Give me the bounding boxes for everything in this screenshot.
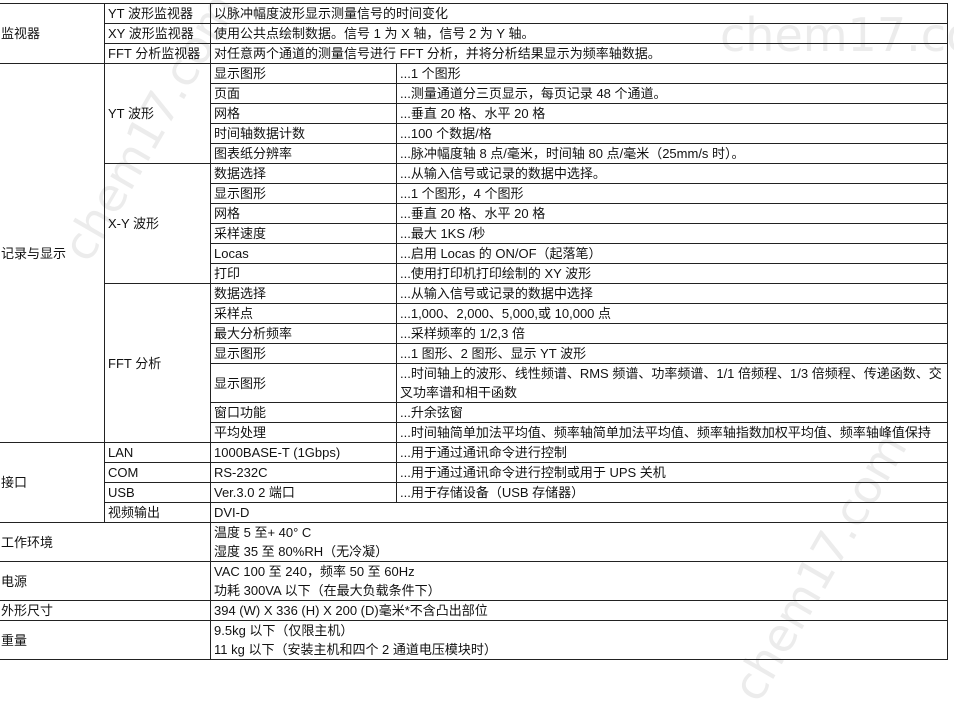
spec-value: 394 (W) X 336 (H) X 200 (D)毫米*不含凸出部位 [210, 600, 948, 621]
item-value: ...从输入信号或记录的数据中选择。 [396, 163, 948, 184]
item-label: 打印 [210, 263, 397, 284]
interface-name: COM [104, 462, 211, 483]
item-label: 采样速度 [210, 223, 397, 244]
item-value: ...100 个数据/格 [396, 123, 948, 144]
record-row: Locas ...启用 Locas 的 ON/OF（起落笔） [0, 243, 948, 264]
item-value: ...时间轴简单加法平均值、频率轴简单加法平均值、频率轴指数加权平均值、频率轴峰… [396, 422, 948, 443]
group-label: YT 波形 [104, 63, 211, 164]
spec-table: 监视器 YT 波形监视器 以脉冲幅度波形显示测量信号的时间变化 XY 波形监视器 使用公… [0, 3, 948, 660]
record-row: 网格 ...垂直 20 格、水平 20 格 [0, 103, 948, 124]
spec-row: 电源 VAC 100 至 240，频率 50 至 60Hz 功耗 300VA 以下（… [0, 561, 948, 601]
interface-spec: Ver.3.0 2 端口 [210, 482, 397, 503]
spec-line: 温度 5 至+ 40° C [214, 525, 312, 540]
item-value: ...1 图形、2 图形、显示 YT 波形 [396, 343, 948, 364]
item-value: ...测量通道分三页显示，每页记录 48 个通道。 [396, 83, 948, 104]
item-label: 显示图形 [210, 63, 397, 84]
record-row: 时间轴数据计数 ...100 个数据/格 [0, 123, 948, 144]
interface-name: 视频输出 [104, 502, 211, 523]
monitor-name: XY 波形监视器 [104, 23, 211, 44]
monitor-row: XY 波形监视器 使用公共点绘制数据。信号 1 为 X 轴，信号 2 为 Y 轴。 [0, 23, 948, 44]
record-row: 采样点 ...1,000、2,000、5,000,或 10,000 点 [0, 303, 948, 324]
interface-spec: DVI-D [210, 502, 948, 523]
item-value: ...最大 1KS /秒 [396, 223, 948, 244]
interface-row: COM RS-232C ...用于通过通讯命令进行控制或用于 UPS 关机 [0, 462, 948, 483]
monitor-desc: 使用公共点绘制数据。信号 1 为 X 轴，信号 2 为 Y 轴。 [210, 23, 948, 44]
monitor-row: FFT 分析监视器 对任意两个通道的测量信号进行 FFT 分析，并将分析结果显示为… [0, 43, 948, 64]
spec-row: 重量 9.5kg 以下（仅限主机） 11 kg 以下（安装主机和四个 2 通道电压模… [0, 620, 948, 660]
interface-desc: ...用于通过通讯命令进行控制或用于 UPS 关机 [396, 462, 948, 483]
item-value: ...采样频率的 1/2,3 倍 [396, 323, 948, 344]
item-value: ...时间轴上的波形、线性频谱、RMS 频谱、功率频谱、1/1 倍频程、1/3 … [396, 363, 948, 403]
section-label: 重量 [0, 620, 211, 660]
item-label: 平均处理 [210, 422, 397, 443]
spec-row: 工作环境 温度 5 至+ 40° C 湿度 35 至 80%RH（无冷凝） [0, 522, 948, 562]
monitor-desc: 对任意两个通道的测量信号进行 FFT 分析，并将分析结果显示为频率轴数据。 [210, 43, 948, 64]
record-row: 显示图形 ...1 图形、2 图形、显示 YT 波形 [0, 343, 948, 364]
section-label: 接口 [0, 442, 105, 523]
section-label: 工作环境 [0, 522, 211, 562]
item-value: ...使用打印机打印绘制的 XY 波形 [396, 263, 948, 284]
item-label: 最大分析频率 [210, 323, 397, 344]
item-label: 网格 [210, 203, 397, 224]
spec-value: VAC 100 至 240，频率 50 至 60Hz 功耗 300VA 以下（在最… [210, 561, 948, 601]
monitor-name: YT 波形监视器 [104, 3, 211, 24]
spec-line: VAC 100 至 240，频率 50 至 60Hz [214, 564, 415, 579]
spec-line: 湿度 35 至 80%RH（无冷凝） [214, 544, 389, 559]
record-row: 记录与显示 YT 波形 显示图形 ...1 个图形 [0, 63, 948, 443]
spec-line: 9.5kg 以下（仅限主机） [214, 623, 354, 638]
item-label: 显示图形 [210, 363, 397, 403]
interface-desc: ...用于通过通讯命令进行控制 [396, 442, 948, 463]
item-label: 数据选择 [210, 283, 397, 304]
interface-name: LAN [104, 442, 211, 463]
group-label: X-Y 波形 [104, 163, 211, 284]
item-value: ...1 个图形，4 个图形 [396, 183, 948, 204]
item-label: 图表纸分辨率 [210, 143, 397, 164]
interface-row: 接口 LAN 1000BASE-T (1Gbps) ...用于通过通讯命令进行控制 [0, 442, 948, 523]
item-value: ...垂直 20 格、水平 20 格 [396, 203, 948, 224]
item-label: 显示图形 [210, 343, 397, 364]
item-label: 页面 [210, 83, 397, 104]
section-label: 监视器 [0, 3, 105, 64]
item-label: 窗口功能 [210, 402, 397, 423]
record-row: 显示图形 ...时间轴上的波形、线性频谱、RMS 频谱、功率频谱、1/1 倍频程、… [0, 363, 948, 403]
interface-name: USB [104, 482, 211, 503]
spec-line: 394 (W) X 336 (H) X 200 (D)毫米*不含凸出部位 [214, 603, 488, 618]
spec-line: 功耗 300VA 以下（在最大负载条件下） [214, 583, 441, 598]
item-label: 网格 [210, 103, 397, 124]
record-row: 最大分析频率 ...采样频率的 1/2,3 倍 [0, 323, 948, 344]
spec-row: 外形尺寸 394 (W) X 336 (H) X 200 (D)毫米*不含凸出部位 [0, 600, 948, 621]
item-value: ...1 个图形 [396, 63, 948, 84]
group-label: FFT 分析 [104, 283, 211, 443]
section-label: 外形尺寸 [0, 600, 211, 621]
monitor-row: 监视器 YT 波形监视器 以脉冲幅度波形显示测量信号的时间变化 [0, 3, 948, 64]
item-label: 数据选择 [210, 163, 397, 184]
section-label: 电源 [0, 561, 211, 601]
record-row: FFT 分析 数据选择 ...从输入信号或记录的数据中选择 [0, 283, 948, 443]
spec-value: 9.5kg 以下（仅限主机） 11 kg 以下（安装主机和四个 2 通道电压模块时… [210, 620, 948, 660]
record-row: 图表纸分辨率 ...脉冲幅度轴 8 点/毫米，时间轴 80 点/毫米（25mm/s… [0, 143, 948, 164]
interface-spec: 1000BASE-T (1Gbps) [210, 442, 397, 463]
record-row: 窗口功能 ...升余弦窗 [0, 402, 948, 423]
monitor-desc: 以脉冲幅度波形显示测量信号的时间变化 [210, 3, 948, 24]
item-label: 时间轴数据计数 [210, 123, 397, 144]
item-value: ...1,000、2,000、5,000,或 10,000 点 [396, 303, 948, 324]
item-label: 显示图形 [210, 183, 397, 204]
item-label: Locas [210, 243, 397, 264]
interface-desc: ...用于存储设备（USB 存储器） [396, 482, 948, 503]
item-value: ...脉冲幅度轴 8 点/毫米，时间轴 80 点/毫米（25mm/s 时）。 [396, 143, 948, 164]
monitor-name: FFT 分析监视器 [104, 43, 211, 64]
interface-spec: RS-232C [210, 462, 397, 483]
item-value: ...垂直 20 格、水平 20 格 [396, 103, 948, 124]
item-value: ...启用 Locas 的 ON/OF（起落笔） [396, 243, 948, 264]
item-value: ...升余弦窗 [396, 402, 948, 423]
spec-value: 温度 5 至+ 40° C 湿度 35 至 80%RH（无冷凝） [210, 522, 948, 562]
interface-row: 视频输出 DVI-D [0, 502, 948, 523]
record-row: 采样速度 ...最大 1KS /秒 [0, 223, 948, 244]
item-value: ...从输入信号或记录的数据中选择 [396, 283, 948, 304]
section-label: 记录与显示 [0, 63, 105, 443]
item-label: 采样点 [210, 303, 397, 324]
spec-line: 11 kg 以下（安装主机和四个 2 通道电压模块时） [214, 642, 497, 657]
record-row: X-Y 波形 数据选择 ...从输入信号或记录的数据中选择。 [0, 163, 948, 284]
interface-row: USB Ver.3.0 2 端口 ...用于存储设备（USB 存储器） [0, 482, 948, 503]
